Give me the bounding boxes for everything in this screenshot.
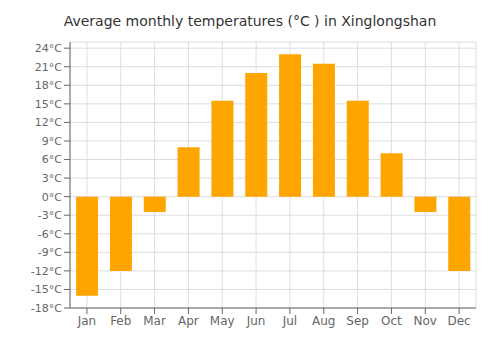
svg-text:21°C: 21°C — [35, 61, 62, 74]
svg-text:Oct: Oct — [381, 314, 402, 328]
svg-text:Apr: Apr — [178, 314, 199, 328]
svg-text:-9°C: -9°C — [38, 246, 62, 259]
svg-text:Sep: Sep — [346, 314, 369, 328]
svg-text:12°C: 12°C — [35, 116, 62, 129]
svg-text:Aug: Aug — [312, 314, 335, 328]
svg-text:24°C: 24°C — [35, 42, 62, 55]
svg-text:-18°C: -18°C — [31, 302, 62, 315]
svg-text:Dec: Dec — [447, 314, 470, 328]
svg-text:6°C: 6°C — [42, 153, 62, 166]
svg-text:Nov: Nov — [414, 314, 437, 328]
svg-text:3°C: 3°C — [42, 172, 62, 185]
svg-text:May: May — [210, 314, 235, 328]
svg-text:0°C: 0°C — [42, 191, 62, 204]
svg-text:18°C: 18°C — [35, 79, 62, 92]
html-text:Average monthly temperatures (: Average monthly temperatures (°C ) in Xi… — [63, 13, 437, 29]
svg-text:Jul: Jul — [282, 314, 297, 328]
svg-text:Jan: Jan — [77, 314, 97, 328]
svg-text:Jun: Jun — [246, 314, 266, 328]
svg-text:Feb: Feb — [110, 314, 131, 328]
svg-text:9°C: 9°C — [42, 135, 62, 148]
svg-text:-6°C: -6°C — [38, 228, 62, 241]
svg-text:Mar: Mar — [143, 314, 166, 328]
svg-text:-3°C: -3°C — [38, 209, 62, 222]
svg-text:-15°C: -15°C — [31, 283, 62, 296]
svg-text:15°C: 15°C — [35, 98, 62, 111]
svg-text:-12°C: -12°C — [31, 265, 62, 278]
